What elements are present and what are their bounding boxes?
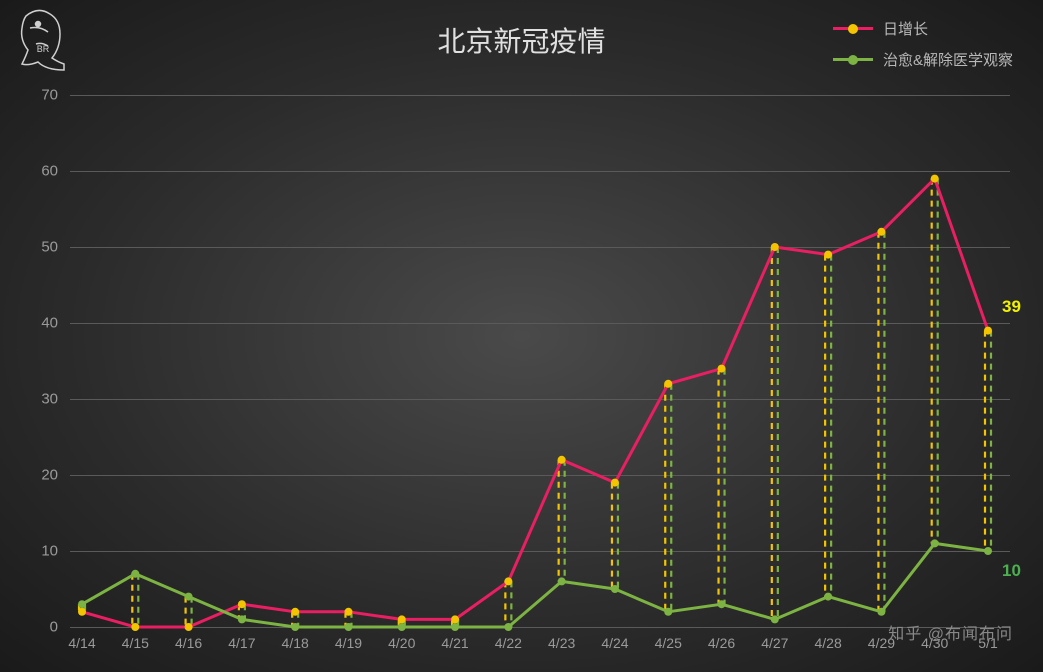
data-marker [824,593,832,601]
data-marker [451,623,459,631]
x-tick-label: 4/28 [814,635,841,651]
data-marker [824,251,832,259]
chart-container: BR 北京新冠疫情 日增长 治愈&解除医学观察 0102030405060704… [0,0,1043,672]
data-marker [558,577,566,585]
data-marker [78,600,86,608]
data-marker [504,623,512,631]
legend-label-daily: 日增长 [883,18,928,39]
x-tick-label: 4/18 [282,635,309,651]
data-marker [238,615,246,623]
y-tick-label: 30 [41,391,58,408]
x-tick-label: 4/21 [441,635,468,651]
y-tick-label: 60 [41,163,58,180]
y-tick-label: 50 [41,239,58,256]
data-marker [398,623,406,631]
data-marker [291,608,299,616]
data-marker [344,608,352,616]
x-tick-label: 4/23 [548,635,575,651]
series-line-daily [82,179,988,627]
data-marker [771,615,779,623]
x-tick-label: 4/16 [175,635,202,651]
data-marker [131,623,139,631]
plot-area: 0102030405060704/144/154/164/174/184/194… [70,95,1010,627]
data-marker [238,600,246,608]
data-marker [718,600,726,608]
data-marker [611,585,619,593]
y-tick-label: 70 [41,87,58,104]
x-tick-label: 4/26 [708,635,735,651]
data-marker [291,623,299,631]
watermark: 知乎 @布闻布问 [888,620,1013,644]
data-marker [877,228,885,236]
x-tick-label: 4/14 [68,635,95,651]
data-marker [931,175,939,183]
y-tick-label: 10 [41,543,58,560]
data-marker [611,479,619,487]
legend-item-cured: 治愈&解除医学观察 [833,49,1013,70]
data-marker [931,539,939,547]
data-marker [984,547,992,555]
data-marker [78,608,86,616]
y-tick-label: 20 [41,467,58,484]
x-tick-label: 4/27 [761,635,788,651]
legend-swatch-cured [833,58,873,61]
data-marker [451,615,459,623]
x-tick-label: 4/22 [495,635,522,651]
x-tick-label: 4/25 [655,635,682,651]
data-marker [664,608,672,616]
data-marker [664,380,672,388]
data-marker [771,243,779,251]
end-label-cured: 10 [1002,561,1021,581]
x-tick-label: 4/24 [601,635,628,651]
y-tick-label: 40 [41,315,58,332]
legend-item-daily: 日增长 [833,18,1013,39]
x-tick-label: 4/20 [388,635,415,651]
data-marker [398,615,406,623]
data-marker [344,623,352,631]
legend-label-cured: 治愈&解除医学观察 [883,49,1013,70]
data-marker [131,570,139,578]
x-tick-label: 4/19 [335,635,362,651]
end-label-daily: 39 [1002,297,1021,317]
x-tick-label: 4/15 [122,635,149,651]
data-marker [185,623,193,631]
data-marker [984,327,992,335]
x-tick-label: 4/17 [228,635,255,651]
gridline [70,627,1010,628]
data-marker [877,608,885,616]
data-marker [718,365,726,373]
y-tick-label: 0 [50,619,58,636]
legend: 日增长 治愈&解除医学观察 [833,18,1013,80]
data-marker [504,577,512,585]
data-marker [185,593,193,601]
data-marker [558,456,566,464]
chart-svg [70,95,1010,627]
legend-swatch-daily [833,27,873,30]
